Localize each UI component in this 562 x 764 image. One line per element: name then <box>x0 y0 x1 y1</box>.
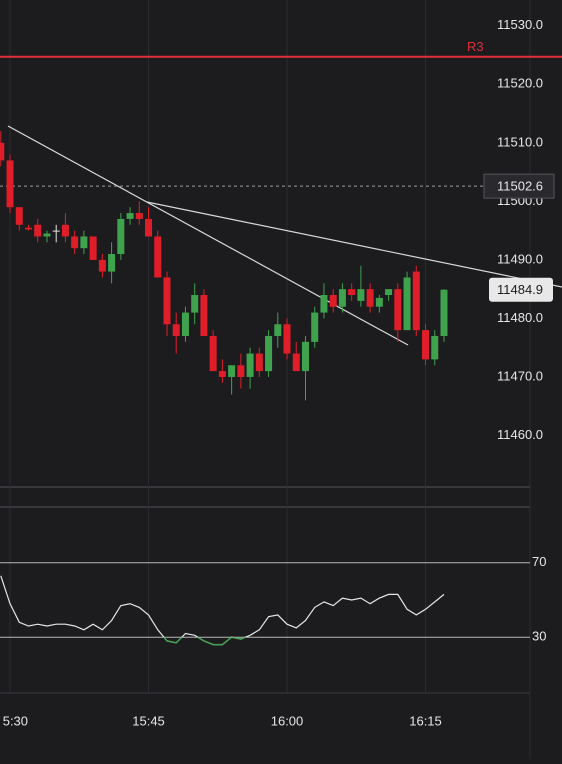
candle-body <box>329 295 337 307</box>
level-label: R3 <box>467 39 484 54</box>
candle-body <box>292 353 300 372</box>
crosshair-price-label: 11502.6 <box>497 179 543 194</box>
price-box <box>483 173 555 199</box>
candle-body <box>348 289 356 296</box>
x-tick-label: 5:30 <box>3 713 28 728</box>
candle-body <box>154 236 162 278</box>
candle-body <box>228 365 236 377</box>
candle-body <box>80 236 88 249</box>
y-tick-label: 11490.0 <box>497 251 543 266</box>
candle-body <box>108 254 116 272</box>
y-tick-label: 11530.0 <box>497 17 543 32</box>
candle-body <box>375 297 383 307</box>
candle-body <box>394 289 402 331</box>
candle-body <box>237 365 245 377</box>
candle-body <box>181 312 189 336</box>
y-tick-label: 11480.0 <box>497 310 543 325</box>
candle-body <box>357 289 365 301</box>
candle-body <box>366 289 374 307</box>
candle-body <box>246 353 254 377</box>
candle-body <box>145 218 153 237</box>
y-tick-label: 70 <box>532 554 546 569</box>
candle-body <box>301 341 309 372</box>
candle-body <box>191 295 199 313</box>
candle-body <box>34 224 42 237</box>
candle-body <box>422 330 430 360</box>
y-tick-label: 11460.0 <box>497 427 543 442</box>
trend-line <box>146 201 562 288</box>
labels: 11530.011520.011510.011500.011490.011480… <box>3 17 555 728</box>
candle-body <box>283 324 291 354</box>
candle-body <box>200 295 208 336</box>
candle-body <box>385 289 393 296</box>
candle-body <box>89 236 97 260</box>
candle-body <box>135 213 143 219</box>
candle-body <box>311 312 319 342</box>
candle-body <box>218 371 226 377</box>
candle-body <box>6 160 14 208</box>
candle-body <box>71 236 79 249</box>
y-tick-label: 30 <box>532 629 546 644</box>
candle-body <box>126 213 134 219</box>
x-tick-label: 15:45 <box>132 713 165 728</box>
candle-body <box>440 289 448 336</box>
rsi-line-low <box>163 637 248 646</box>
candle-body <box>274 324 282 336</box>
x-tick-label: 16:15 <box>409 713 442 728</box>
trend-line <box>7 125 409 346</box>
candle-body <box>163 277 171 325</box>
y-tick-label: 11470.0 <box>497 368 543 383</box>
x-tick-label: 16:00 <box>271 713 304 728</box>
last-price-box <box>489 277 553 302</box>
candle-body <box>117 218 125 255</box>
candle-body <box>61 224 69 237</box>
candle-body <box>0 142 5 161</box>
candle-body <box>338 289 346 307</box>
candle-body <box>15 207 23 225</box>
candle-body <box>209 335 217 372</box>
y-tick-label: 11520.0 <box>497 76 543 91</box>
y-tick-label: 11510.0 <box>497 134 543 149</box>
candle-body <box>265 335 273 372</box>
last-price-label: 11484.9 <box>497 282 543 297</box>
candle-body <box>24 227 32 230</box>
candle-body <box>255 353 263 372</box>
candle-body <box>320 295 328 313</box>
candle-body <box>431 335 439 360</box>
candle-body <box>43 233 51 237</box>
candle-body <box>412 271 420 331</box>
marks <box>0 55 562 646</box>
candle-body <box>403 277 411 331</box>
candle-body <box>172 324 180 336</box>
candle-body <box>98 259 106 272</box>
candle-body <box>52 230 60 232</box>
